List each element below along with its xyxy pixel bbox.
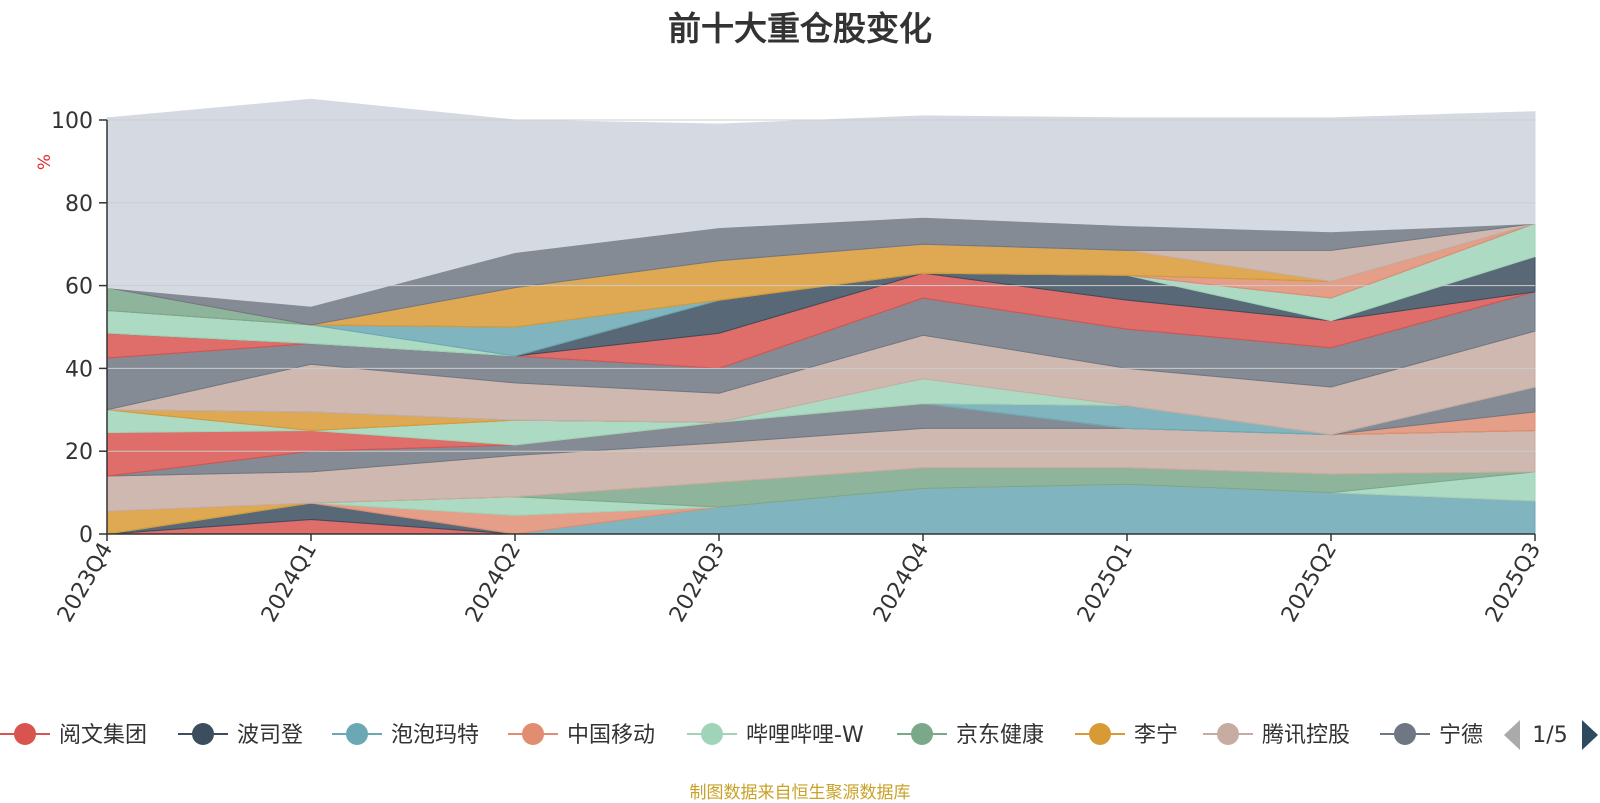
legend-label: 腾讯控股 bbox=[1262, 723, 1350, 748]
x-tick-label: 2024Q3 bbox=[665, 539, 730, 627]
x-tick-label: 2024Q4 bbox=[869, 539, 934, 627]
legend-label: 宁德 bbox=[1439, 723, 1483, 748]
axes bbox=[99, 119, 1536, 541]
legend-marker-icon bbox=[1217, 723, 1239, 745]
x-tick-label: 2025Q3 bbox=[1481, 539, 1546, 627]
legend-label: 阅文集团 bbox=[59, 723, 147, 748]
legend-marker-icon bbox=[346, 723, 368, 745]
x-tick-label: 2024Q2 bbox=[461, 539, 526, 627]
legend-marker-icon bbox=[701, 723, 723, 745]
legend-label: 京东健康 bbox=[956, 723, 1044, 748]
legend-label: 波司登 bbox=[237, 723, 303, 748]
legend-marker-icon bbox=[1394, 723, 1416, 745]
x-tick-label: 2024Q1 bbox=[257, 539, 322, 627]
legend-item[interactable]: 哔哩哔哩-W bbox=[687, 723, 864, 748]
legend-label: 中国移动 bbox=[567, 723, 655, 748]
legend-marker-icon bbox=[14, 723, 36, 745]
legend-marker-icon bbox=[1089, 723, 1111, 745]
legend-marker-icon bbox=[522, 723, 544, 745]
y-tick-label: 100 bbox=[51, 109, 93, 134]
triangle-left-icon[interactable] bbox=[1504, 720, 1520, 750]
legend-item[interactable]: 波司登 bbox=[178, 723, 303, 748]
legend-item[interactable]: 宁德 bbox=[1380, 723, 1483, 748]
legend-item[interactable]: 泡泡玛特 bbox=[332, 723, 479, 748]
y-tick-label: 40 bbox=[65, 357, 93, 382]
legend-pager: 1/5 bbox=[1504, 720, 1598, 750]
y-axis-label: % bbox=[35, 154, 55, 170]
y-tick-label: 80 bbox=[65, 192, 93, 217]
legend-marker-icon bbox=[192, 723, 214, 745]
legend: 阅文集团 波司登 泡泡玛特 中国移动 哔哩哔哩-W 京东健康 李宁 腾讯控股 宁德 bbox=[0, 723, 1483, 748]
legend-label: 李宁 bbox=[1134, 723, 1178, 748]
legend-label: 哔哩哔哩-W bbox=[746, 723, 864, 748]
x-tick-label: 2023Q4 bbox=[53, 539, 118, 627]
footer-note: 制图数据来自恒生聚源数据库 bbox=[689, 783, 911, 803]
legend-item[interactable]: 腾讯控股 bbox=[1203, 723, 1350, 748]
legend-item[interactable]: 阅文集团 bbox=[0, 723, 147, 748]
legend-item[interactable]: 李宁 bbox=[1075, 723, 1178, 748]
legend-item[interactable]: 京东健康 bbox=[897, 723, 1044, 748]
legend-marker-icon bbox=[911, 723, 933, 745]
x-tick-label: 2025Q1 bbox=[1073, 539, 1138, 627]
y-tick-label: 0 bbox=[79, 523, 93, 548]
y-tick-label: 60 bbox=[65, 275, 93, 300]
y-tick-label: 20 bbox=[65, 440, 93, 465]
chart-title: 前十大重仓股变化 bbox=[668, 9, 932, 48]
legend-label: 泡泡玛特 bbox=[391, 723, 479, 748]
legend-page-indicator: 1/5 bbox=[1532, 723, 1567, 748]
area-series-group bbox=[106, 98, 1536, 535]
x-tick-label: 2025Q2 bbox=[1277, 539, 1342, 627]
triangle-right-icon[interactable] bbox=[1582, 720, 1598, 750]
legend-item[interactable]: 中国移动 bbox=[508, 723, 655, 748]
